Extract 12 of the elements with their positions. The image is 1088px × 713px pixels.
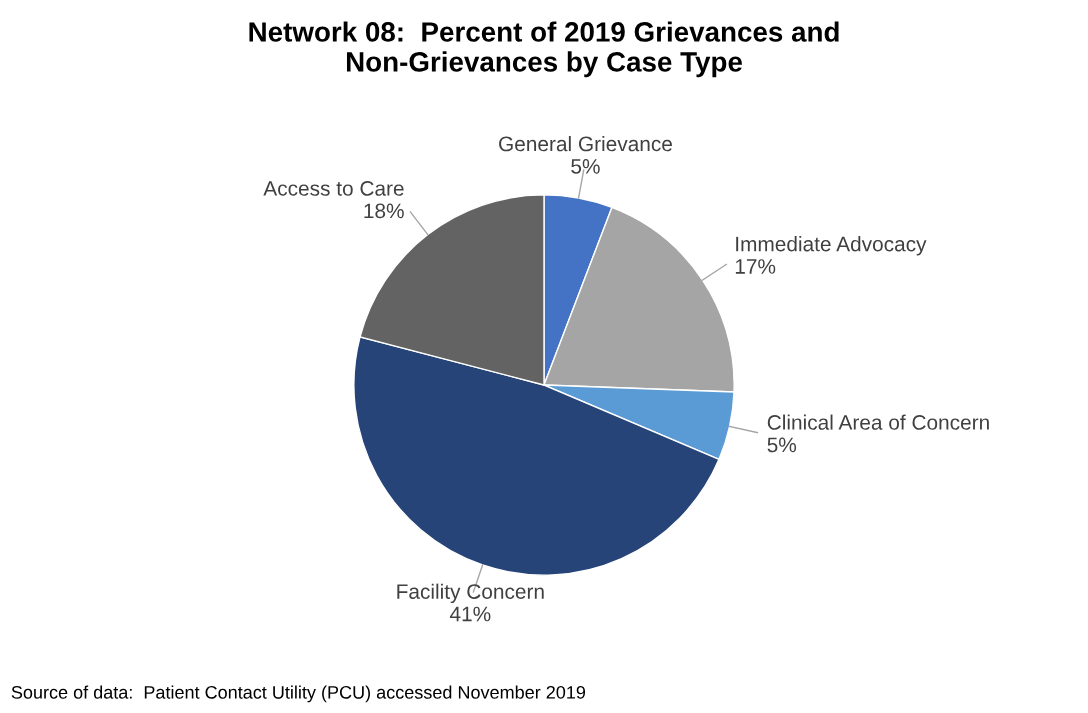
slice-label: Immediate Advocacy [736, 236, 927, 256]
data-label: 41% [449, 606, 491, 622]
slice-label: General Grievance [499, 135, 672, 152]
chart-title: Network 08: Percent of 2019 Grievances and Non-Grievances by Case Type [249, 21, 839, 78]
data-label: 5% [767, 437, 797, 453]
slice-label: Clinical Area of Concern [767, 414, 989, 430]
source-note: Source of data: Patient Contact Utility (PCU) accessed November 2019 [11, 685, 586, 703]
data-label: 17% [735, 259, 776, 274]
data-label: 5% [571, 159, 600, 174]
slice-label: Access to Care [263, 181, 404, 196]
slice-label: Facility Concern [397, 583, 544, 604]
data-label: 18% [364, 203, 404, 219]
